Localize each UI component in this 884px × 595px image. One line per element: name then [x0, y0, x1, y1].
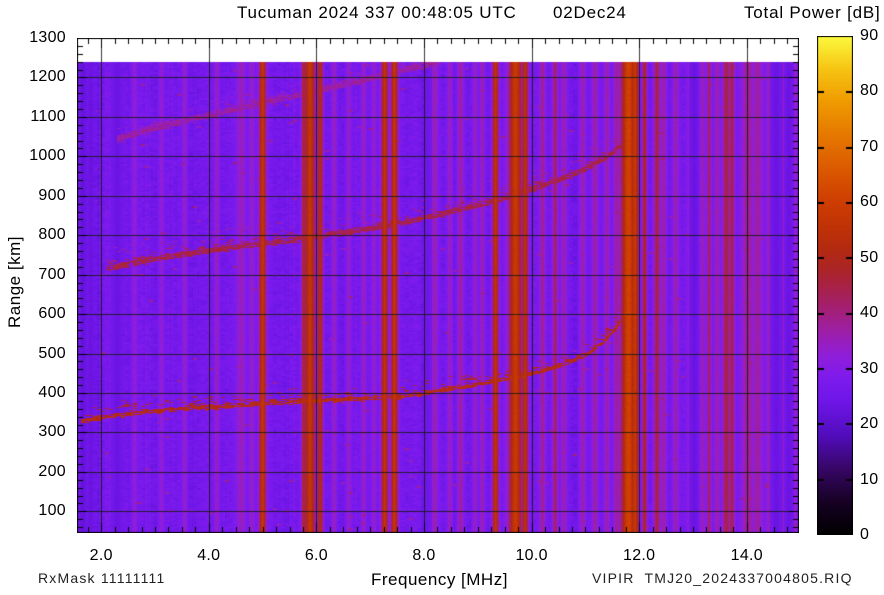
file-id-note: VIPIR TMJ20_2024337004805.RIQ: [592, 570, 853, 586]
y-tick-label: 1000: [29, 147, 66, 165]
y-tick-label: 400: [38, 383, 66, 401]
x-tick-label: 12.0: [623, 547, 656, 564]
colorbar-title: Total Power [dB]: [744, 3, 881, 22]
x-tick-label: 4.0: [197, 547, 221, 564]
ionogram-plot: [77, 38, 799, 533]
y-tick-label: 500: [38, 344, 66, 362]
ionogram-heatmap-canvas: [77, 38, 799, 533]
colorbar-tick-label: 0: [860, 526, 870, 543]
y-tick-label: 200: [38, 462, 66, 480]
y-tick-label: 600: [38, 305, 66, 323]
y-tick-label: 1200: [29, 68, 66, 86]
x-tick-label: 14.0: [730, 547, 763, 564]
colorbar-tick-label: 50: [860, 248, 879, 266]
y-tick-label: 1100: [30, 107, 66, 125]
colorbar-tick-label: 70: [860, 137, 879, 155]
colorbar: [817, 36, 853, 535]
x-axis-label: Frequency [MHz]: [371, 570, 508, 589]
x-tick-label: 8.0: [412, 547, 436, 564]
y-tick-label: 700: [38, 265, 66, 283]
colorbar-tick-label: 30: [860, 359, 879, 377]
y-tick-label: 1300: [29, 29, 66, 46]
x-tick-label: 10.0: [515, 547, 548, 564]
y-tick-label: 800: [38, 226, 66, 244]
x-tick-label: 2.0: [89, 547, 113, 564]
colorbar-tick-label: 90: [860, 27, 879, 44]
y-tick-label: 300: [38, 423, 66, 441]
x-tick-label: 6.0: [304, 547, 328, 564]
colorbar-tick-label: 60: [860, 193, 879, 211]
page-date: 02Dec24: [553, 3, 627, 22]
colorbar-canvas: [817, 36, 853, 535]
page-title: Tucuman 2024 337 00:48:05 UTC: [237, 3, 517, 22]
y-tick-label: 900: [38, 186, 66, 204]
rx-mask-note: RxMask 11111111: [38, 570, 166, 586]
colorbar-tick-label: 40: [860, 304, 879, 322]
colorbar-tick-label: 20: [860, 415, 879, 433]
colorbar-tick-label: 80: [860, 82, 879, 100]
colorbar-tick-label: 10: [860, 470, 879, 488]
y-tick-label: 100: [38, 502, 66, 520]
